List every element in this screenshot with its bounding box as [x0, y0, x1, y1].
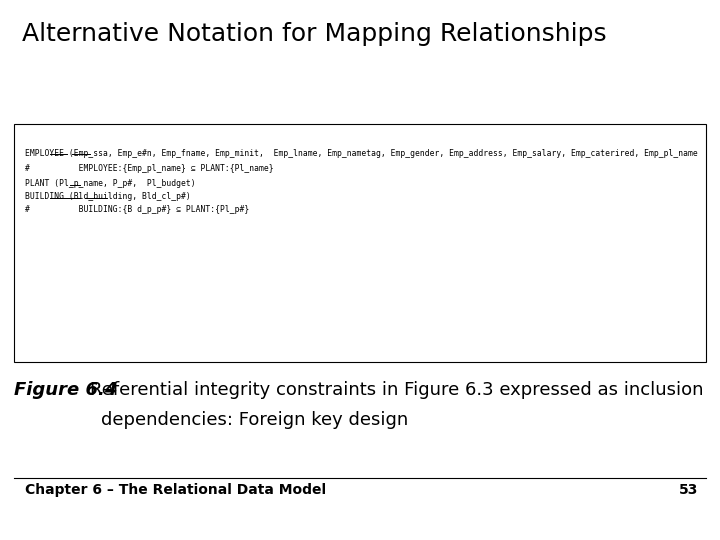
- Text: BUILDING (Bld_building, Bld_cl_p#): BUILDING (Bld_building, Bld_cl_p#): [25, 192, 191, 201]
- Text: EMPLOYEE (Emp_ssa, Emp_e#n, Emp_fname, Emp_minit,  Emp_lname, Emp_nametag, Emp_g: EMPLOYEE (Emp_ssa, Emp_e#n, Emp_fname, E…: [25, 148, 698, 158]
- Text: #          BUILDING:{B d_p_p#} ⊆ PLANT:{Pl_p#}: # BUILDING:{B d_p_p#} ⊆ PLANT:{Pl_p#}: [25, 205, 249, 214]
- Text: 53: 53: [679, 483, 698, 497]
- Text: dependencies: Foreign key design: dependencies: Foreign key design: [101, 411, 408, 429]
- Text: Chapter 6 – The Relational Data Model: Chapter 6 – The Relational Data Model: [25, 483, 326, 497]
- Text: Alternative Notation for Mapping Relationships: Alternative Notation for Mapping Relatio…: [22, 22, 606, 45]
- Text: Figure 6.4: Figure 6.4: [14, 381, 118, 399]
- Text: Referential integrity constraints in Figure 6.3 expressed as inclusion: Referential integrity constraints in Fig…: [90, 381, 703, 399]
- Bar: [14, 124, 706, 362]
- Text: #          EMPLOYEE:{Emp_pl_name} ⊆ PLANT:{Pl_name}: # EMPLOYEE:{Emp_pl_name} ⊆ PLANT:{Pl_nam…: [25, 164, 274, 173]
- Text: PLANT (Pl_p_name, P_p#,  Pl_budget): PLANT (Pl_p_name, P_p#, Pl_budget): [25, 179, 196, 188]
